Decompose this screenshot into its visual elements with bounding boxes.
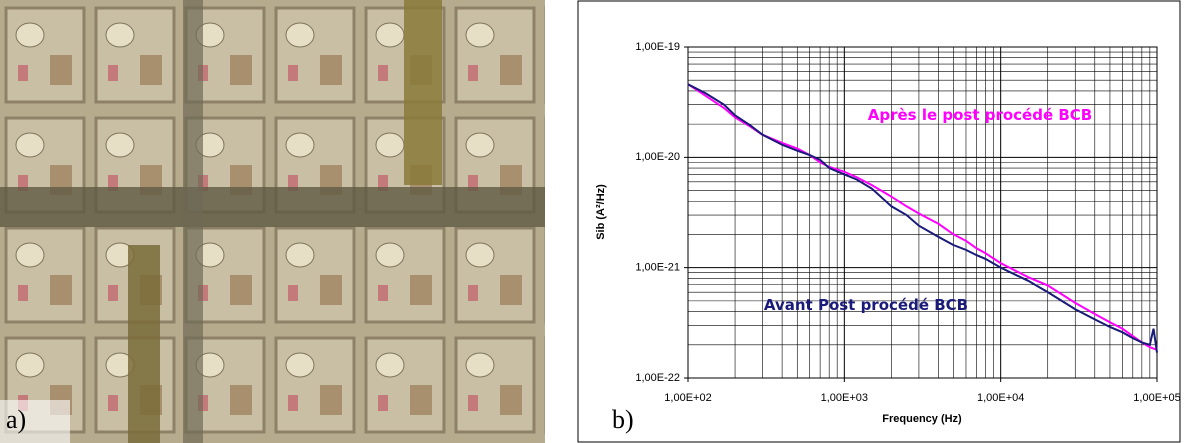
series-line [687,83,1158,353]
y-axis-title: Sib (A²/Hz) [595,184,607,240]
x-tick-label: 1,00E+04 [977,392,1024,404]
panel-label: a) [6,405,26,434]
label-background [0,400,70,443]
x-tick-label: 1,00E+02 [664,392,711,404]
y-tick-label: 1,00E-19 [635,41,680,53]
photo-bus [0,187,545,227]
x-axis-title: Frequency (Hz) [882,413,962,425]
y-tick-label: 1,00E-22 [635,372,680,384]
plot-area [687,46,1158,379]
series-label: Après le post procédé BCB [868,106,1092,124]
photo-bus [183,0,203,443]
series-label: Avant Post procédé BCB [764,296,968,314]
x-tick-label: 1,00E+05 [1133,392,1180,404]
photo-bus [404,0,442,185]
photo-bus [128,245,160,443]
panel-label: b) [612,405,634,434]
x-tick-label: 1,00E+03 [821,392,868,404]
chip-photo: a) [0,0,545,443]
y-tick-label: 1,00E-20 [635,151,680,163]
y-tick-label: 1,00E-21 [635,262,680,274]
